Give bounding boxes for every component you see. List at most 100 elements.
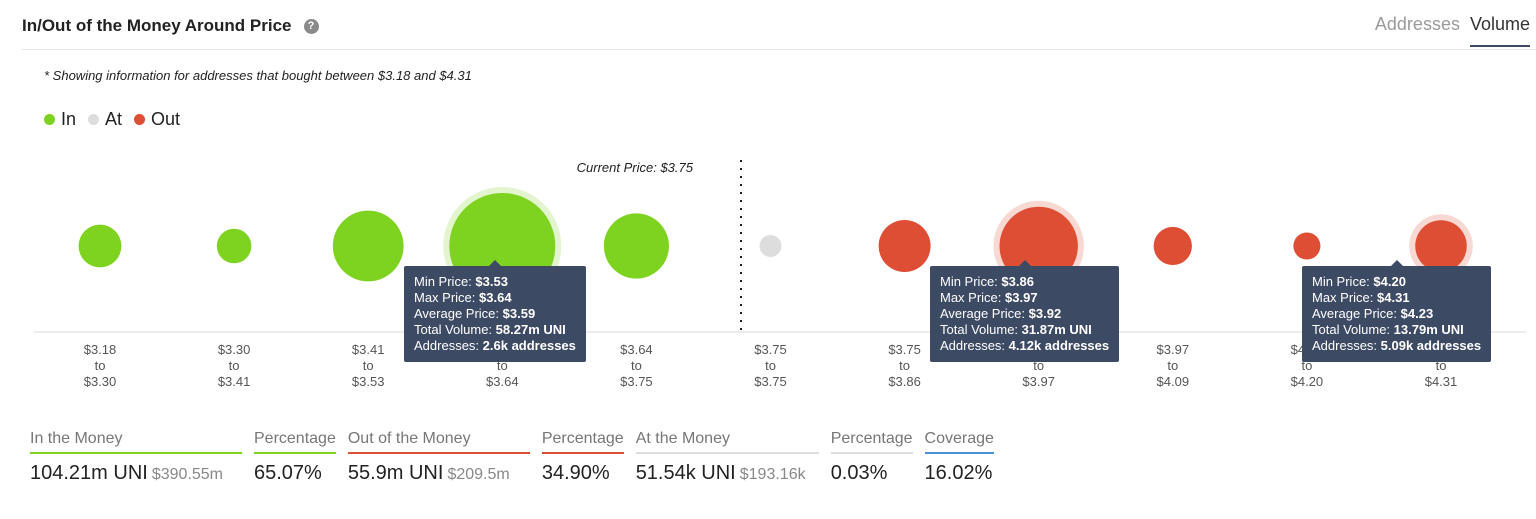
stat-coverage: Coverage 16.02% (924, 430, 994, 485)
bubble-in[interactable] (332, 210, 404, 282)
x-tick-label: $3.97 (1022, 374, 1055, 389)
in-out-money-card: In/Out of the Money Around Price ? Addre… (10, 0, 1536, 519)
tooltip-key: Addresses: (414, 338, 483, 353)
bubble-out[interactable] (1293, 232, 1321, 260)
x-tick-label: to (1436, 358, 1447, 373)
x-tick-label: $3.30 (218, 342, 251, 357)
stat-value: 16.02% (924, 462, 993, 484)
x-tick-label: to (95, 358, 106, 373)
stat-label: Percentage (830, 430, 913, 454)
stat-value: 65.07% (254, 462, 322, 484)
view-tabs: Addresses Volume (1375, 14, 1530, 47)
x-tick-label: to (497, 358, 508, 373)
question-icon[interactable]: ? (303, 18, 319, 34)
stat-label: In the Money (30, 430, 242, 454)
tooltip-row: Min Price: $3.53 (414, 274, 576, 290)
x-tick-label: $3.41 (352, 342, 385, 357)
tooltip-value: $4.23 (1400, 306, 1434, 321)
tooltip-value: $3.92 (1028, 306, 1062, 321)
legend-item-at[interactable]: At (88, 109, 122, 130)
tooltip-row: Average Price: $3.59 (414, 306, 576, 322)
x-tick-label: $3.86 (888, 374, 921, 389)
x-tick-label: $3.75 (888, 342, 921, 357)
tooltip-row: Average Price: $3.92 (940, 306, 1109, 322)
tooltip-value: 58.27m UNI (495, 322, 566, 337)
tab-volume[interactable]: Volume (1469, 14, 1530, 47)
x-tick-label: $3.75 (754, 374, 787, 389)
stat-label: Coverage (924, 430, 994, 454)
tooltip-row: Max Price: $3.64 (414, 290, 576, 306)
x-tick-label: $3.75 (620, 374, 653, 389)
x-tick-label: $4.31 (1425, 374, 1458, 389)
stat-value-usd: $390.55m (151, 466, 224, 483)
bubble-at[interactable] (759, 235, 782, 257)
stat-value-usd: $193.16k (739, 466, 806, 483)
x-tick-label: to (229, 358, 240, 373)
bubble-in[interactable] (216, 228, 252, 264)
tooltip-key: Min Price: (414, 274, 476, 289)
card-header: In/Out of the Money Around Price ? (22, 14, 319, 38)
tooltip-key: Max Price: (414, 290, 480, 305)
legend-dot-out (134, 114, 146, 125)
stat-value-main: 51.54k UNI (635, 462, 736, 484)
tooltip-key: Average Price: (414, 306, 503, 321)
tooltip-range-3-53: Min Price: $3.53 Max Price: $3.64 Average … (404, 260, 586, 362)
stat-value: 0.03% (830, 462, 888, 484)
tooltip-value: 4.12k addresses (1008, 338, 1110, 353)
bubble-in[interactable] (603, 213, 669, 279)
stat-in-percentage: Percentage 65.07% (254, 430, 336, 485)
bubble-out[interactable] (1153, 226, 1192, 266)
legend-dot-in (44, 114, 55, 125)
legend-item-out[interactable]: Out (134, 109, 180, 130)
tooltip-value: $3.53 (475, 274, 508, 289)
tooltip-key: Total Volume: (414, 322, 496, 337)
tooltip-value: $3.64 (479, 290, 512, 305)
tooltip-range-4-20: Min Price: $4.20 Max Price: $4.31 Average … (1302, 260, 1492, 362)
tooltip-key: Average Price: (1312, 306, 1401, 321)
x-tick-label: $3.53 (352, 374, 385, 389)
stat-value: 34.90% (541, 462, 610, 484)
bubble-out[interactable] (1415, 220, 1467, 272)
tooltip-key: Min Price: (1312, 274, 1374, 289)
stat-in-the-money: In the Money 104.21m UNI $390.55m (30, 430, 242, 485)
x-tick-label: $3.18 (84, 342, 117, 357)
x-tick-label: $4.20 (1291, 374, 1324, 389)
tooltip-row: Total Volume: 58.27m UNI (414, 322, 576, 338)
x-tick-label: $3.64 (486, 374, 519, 389)
tab-addresses[interactable]: Addresses (1374, 14, 1460, 34)
tooltip-value: 2.6k addresses (482, 338, 576, 353)
legend-label-out: Out (151, 109, 181, 129)
header-divider (22, 49, 1536, 50)
stat-value: 51.54k UNI $193.16k (636, 462, 819, 485)
bubble-out[interactable] (878, 220, 931, 272)
chart-legend: In At Out (44, 109, 180, 130)
bubble-in[interactable] (78, 224, 122, 268)
tooltip-row: Total Volume: 13.79m UNI (1312, 322, 1481, 338)
tooltip-key: Total Volume: (940, 322, 1022, 337)
stat-value: 104.21m UNI $390.55m (30, 462, 242, 485)
tooltip-key: Max Price: (940, 290, 1006, 305)
stat-out-percentage: Percentage 34.90% (541, 430, 624, 485)
stat-value-main: 104.21m UNI (30, 462, 148, 484)
tooltip-key: Addresses: (1312, 338, 1381, 353)
stat-label: Out of the Money (347, 430, 530, 454)
tooltip-row: Addresses: 5.09k addresses (1312, 338, 1481, 354)
stat-value: 55.9m UNI $209.5m (348, 462, 530, 485)
x-tick-label: $3.41 (218, 374, 251, 389)
current-price-label: Current Price: $3.75 (577, 160, 694, 175)
legend-item-in[interactable]: In (44, 109, 76, 130)
legend-dot-at (88, 114, 100, 125)
tooltip-key: Max Price: (1312, 290, 1378, 305)
x-tick-label: $3.64 (620, 342, 653, 357)
tooltip-value: 31.87m UNI (1021, 322, 1092, 337)
tooltip-value: 13.79m UNI (1393, 322, 1464, 337)
stat-label: At the Money (635, 430, 819, 454)
tooltip-row: Max Price: $3.97 (940, 290, 1109, 306)
tooltip-value: $4.31 (1377, 290, 1410, 305)
tooltip-row: Addresses: 4.12k addresses (940, 338, 1109, 354)
tooltip-row: Min Price: $3.86 (940, 274, 1109, 290)
x-tick-label: $3.97 (1157, 342, 1190, 357)
x-tick-label: to (363, 358, 374, 373)
stat-value-usd: $209.5m (447, 466, 510, 483)
summary-stats: In the Money 104.21m UNI $390.55m Percent… (30, 430, 1006, 485)
